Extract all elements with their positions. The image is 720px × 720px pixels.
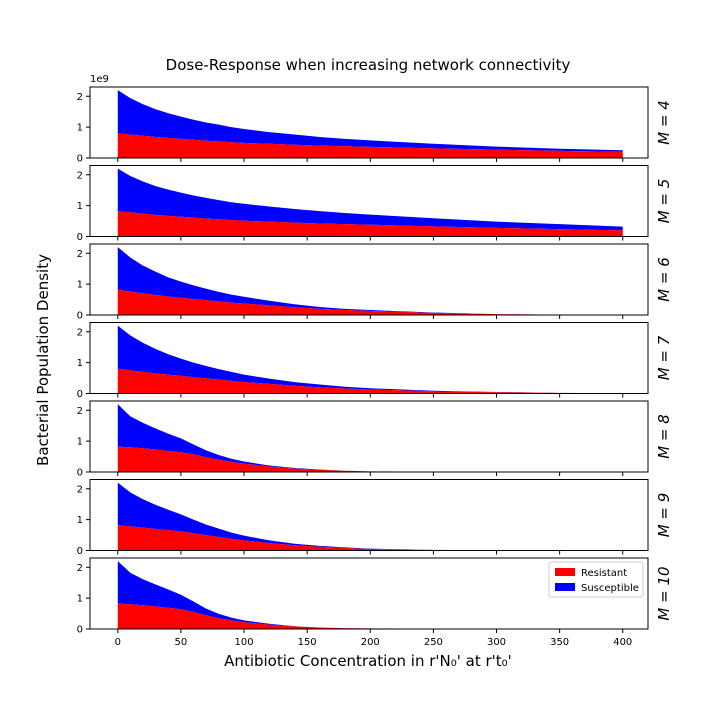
y-axis-label: Bacterial Population Density bbox=[34, 254, 52, 466]
y-tick-label-panel-1: 1 bbox=[77, 123, 83, 134]
susceptible-area-panel-4 bbox=[117, 325, 623, 394]
x-tick-label: 100 bbox=[234, 637, 253, 648]
panel-label-7: M = 10 bbox=[655, 566, 673, 620]
panel-frame-4 bbox=[89, 322, 649, 394]
legend-swatch-resistant bbox=[555, 568, 575, 576]
y-tick-label-panel-2: 1 bbox=[77, 201, 83, 212]
panel-label-2: M = 5 bbox=[655, 179, 673, 224]
chart-title: Dose-Response when increasing network co… bbox=[166, 56, 571, 74]
panel-frame-2 bbox=[89, 165, 649, 237]
y-tick-label-panel-4: 2 bbox=[77, 327, 83, 338]
panel-frame-5 bbox=[89, 400, 649, 473]
x-tick-label: 250 bbox=[424, 637, 443, 648]
resistant-area-panel-1 bbox=[117, 133, 623, 158]
y-tick-label-panel-2: 2 bbox=[77, 170, 83, 181]
y-tick-label-panel-3: 2 bbox=[77, 249, 83, 260]
x-tick-label: 50 bbox=[175, 637, 188, 648]
x-tick-label: 200 bbox=[361, 637, 380, 648]
y-tick-label-panel-7: 1 bbox=[77, 594, 83, 605]
panels: 0 1 2 M = 4 0 1 2 M = 5 0 1 2 M = 6 0 1 2 M = 7 0 1 2 M = 8… bbox=[77, 86, 673, 648]
x-tick-label: 150 bbox=[298, 637, 317, 648]
resistant-area-panel-5 bbox=[117, 446, 623, 472]
susceptible-area-panel-1 bbox=[117, 90, 623, 152]
panel-label-4: M = 7 bbox=[655, 335, 673, 380]
y-tick-label-panel-4: 1 bbox=[77, 358, 83, 369]
resistant-area-panel-6 bbox=[117, 525, 623, 551]
y-tick-label-panel-7: 2 bbox=[77, 563, 83, 574]
panel-label-1: M = 4 bbox=[655, 100, 673, 145]
y-tick-label-panel-7: 0 bbox=[77, 625, 83, 636]
y-tick-label-panel-3: 0 bbox=[77, 311, 83, 322]
legend: Resistant Susceptible bbox=[548, 561, 644, 598]
y-tick-label-panel-5: 0 bbox=[77, 468, 83, 479]
y-tick-label-panel-6: 2 bbox=[77, 484, 83, 495]
x-tick-label: 0 bbox=[115, 637, 121, 648]
panel-label-3: M = 6 bbox=[655, 257, 673, 302]
y-tick-label-panel-6: 1 bbox=[77, 515, 83, 526]
panel-frame-3 bbox=[89, 243, 649, 316]
susceptible-area-panel-2 bbox=[117, 168, 623, 231]
panel-frame-6 bbox=[89, 479, 649, 551]
y-tick-label-panel-4: 0 bbox=[77, 389, 83, 400]
panel-label-5: M = 8 bbox=[655, 414, 673, 459]
y-tick-label-panel-1: 2 bbox=[77, 92, 83, 103]
y-offset-text: 1e9 bbox=[90, 74, 109, 85]
panel-frame-7 bbox=[89, 557, 649, 630]
y-tick-label-panel-2: 0 bbox=[77, 232, 83, 243]
resistant-area-panel-2 bbox=[117, 211, 623, 237]
susceptible-area-panel-3 bbox=[117, 247, 623, 315]
legend-label-resistant: Resistant bbox=[581, 568, 627, 579]
legend-swatch-susceptible bbox=[555, 583, 575, 591]
panel-frame-1 bbox=[89, 86, 649, 159]
resistant-area-panel-4 bbox=[117, 368, 623, 394]
y-tick-label-panel-5: 2 bbox=[77, 406, 83, 417]
x-tick-label: 300 bbox=[487, 637, 506, 648]
y-tick-label-panel-6: 0 bbox=[77, 546, 83, 557]
x-axis-label: Antibiotic Concentration in r'N₀' at r't… bbox=[224, 652, 512, 670]
legend-label-susceptible: Susceptible bbox=[581, 583, 639, 594]
panel-label-6: M = 9 bbox=[655, 493, 673, 538]
y-tick-label-panel-5: 1 bbox=[77, 437, 83, 448]
resistant-area-panel-3 bbox=[117, 289, 623, 315]
y-tick-label-panel-1: 0 bbox=[77, 154, 83, 165]
x-tick-label: 400 bbox=[613, 637, 632, 648]
resistant-area-panel-7 bbox=[117, 603, 623, 629]
y-tick-label-panel-3: 1 bbox=[77, 280, 83, 291]
x-tick-label: 350 bbox=[550, 637, 569, 648]
